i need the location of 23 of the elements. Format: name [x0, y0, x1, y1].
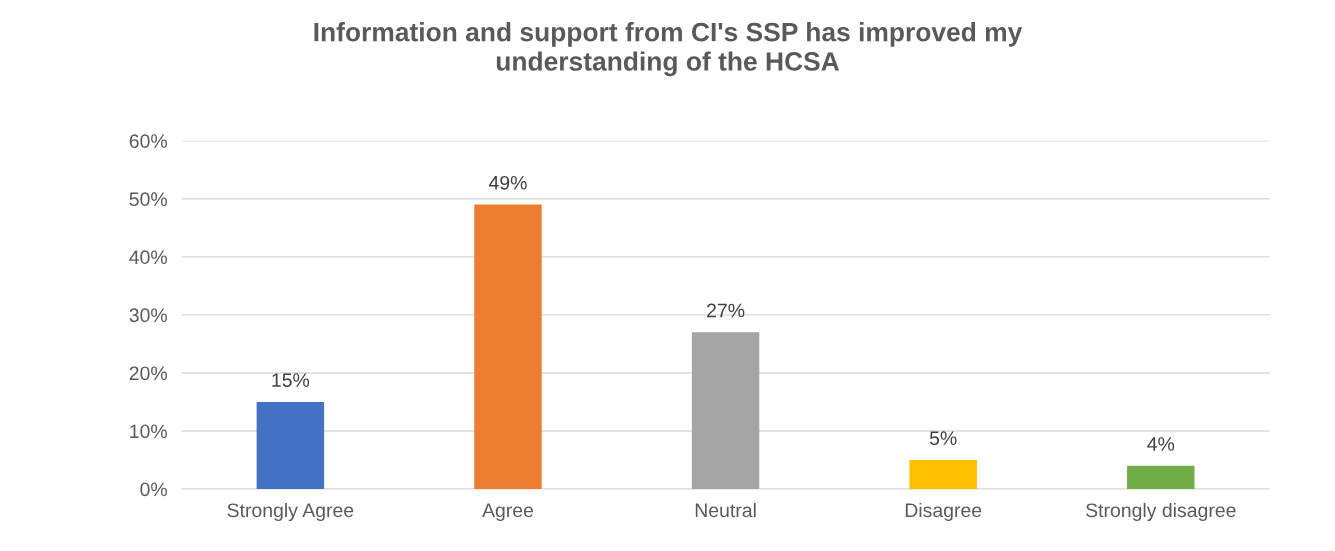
- bar: [474, 204, 542, 490]
- bar: [256, 401, 325, 490]
- x-tick-label: Disagree: [905, 502, 982, 522]
- x-tick-label: Strongly Agree: [227, 502, 354, 522]
- chart-title: Information and support from CI's SSP has improved my understanding of the HCSA: [314, 22, 1023, 77]
- bar: [909, 459, 977, 490]
- y-tick-label: 20%: [129, 366, 167, 381]
- bar: [1127, 465, 1195, 490]
- data-label: 5%: [929, 431, 957, 446]
- x-tick-label: Neutral: [695, 502, 756, 518]
- x-tick-label: Strongly disagree: [1086, 502, 1236, 522]
- y-tick-label: 40%: [129, 250, 167, 265]
- x-tick-label: Agree: [482, 503, 534, 522]
- bar: [691, 332, 760, 490]
- y-tick-label: 0%: [140, 482, 167, 497]
- y-tick-label: 30%: [129, 308, 167, 323]
- y-tick-label: 50%: [129, 192, 167, 207]
- y-tick-label: 10%: [130, 424, 167, 439]
- data-label: 15%: [272, 373, 310, 387]
- y-tick-label: 60%: [129, 134, 167, 149]
- data-label: 4%: [1147, 437, 1175, 451]
- data-label: 27%: [707, 303, 745, 318]
- data-label: 49%: [488, 175, 527, 190]
